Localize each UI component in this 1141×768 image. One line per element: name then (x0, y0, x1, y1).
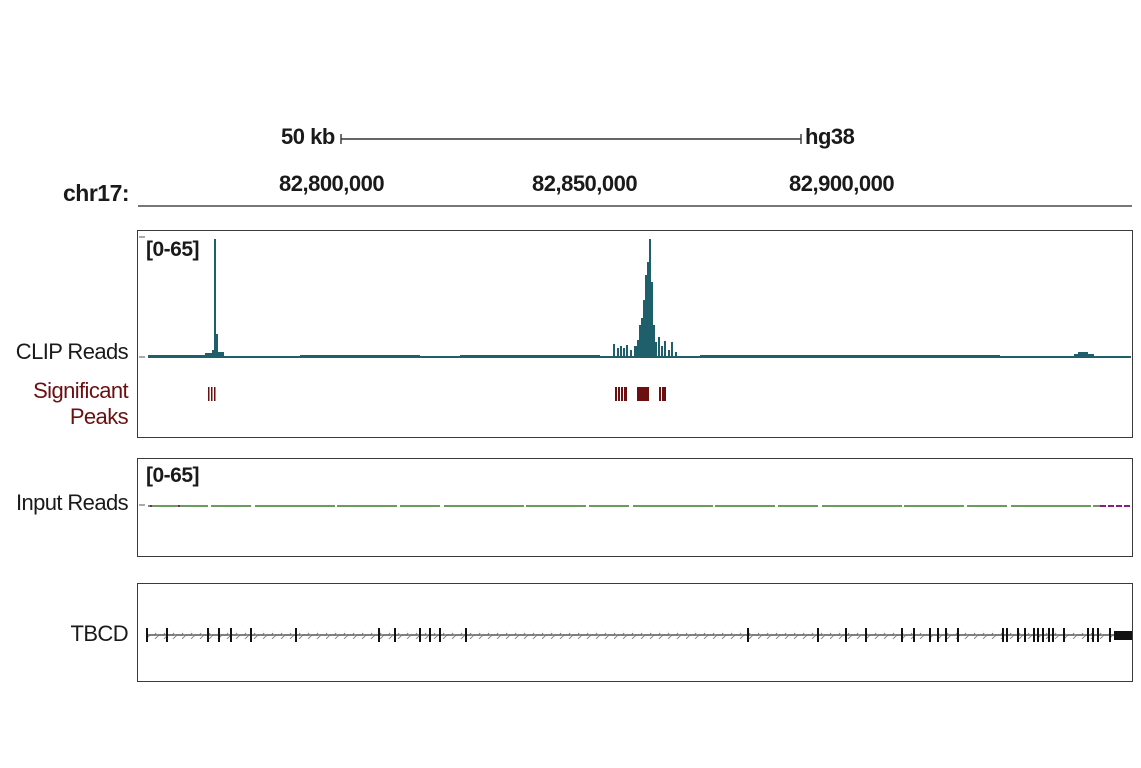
assembly-label: hg38 (805, 124, 855, 149)
tick-label-3: 82,900,000 (789, 171, 895, 196)
input-track-panel[interactable] (137, 458, 1133, 557)
clip-track-label: CLIP Reads (15, 339, 129, 364)
tick-label-2: 82,850,000 (532, 171, 638, 196)
scale-bar-label: 50 kb (281, 124, 335, 149)
input-track-label: Input Reads (15, 490, 129, 515)
clip-range-label: [0-65] (146, 238, 200, 261)
chromosome-label: chr17: (63, 180, 130, 206)
tick-label-1: 82,800,000 (279, 171, 385, 196)
gene-track-label: TBCD (70, 621, 129, 646)
peaks-track-label-line2: Peaks (69, 404, 129, 429)
input-range-label: [0-65] (146, 464, 200, 487)
clip-track-panel[interactable] (137, 230, 1133, 438)
peaks-track-label-line1: Significant (33, 378, 129, 403)
